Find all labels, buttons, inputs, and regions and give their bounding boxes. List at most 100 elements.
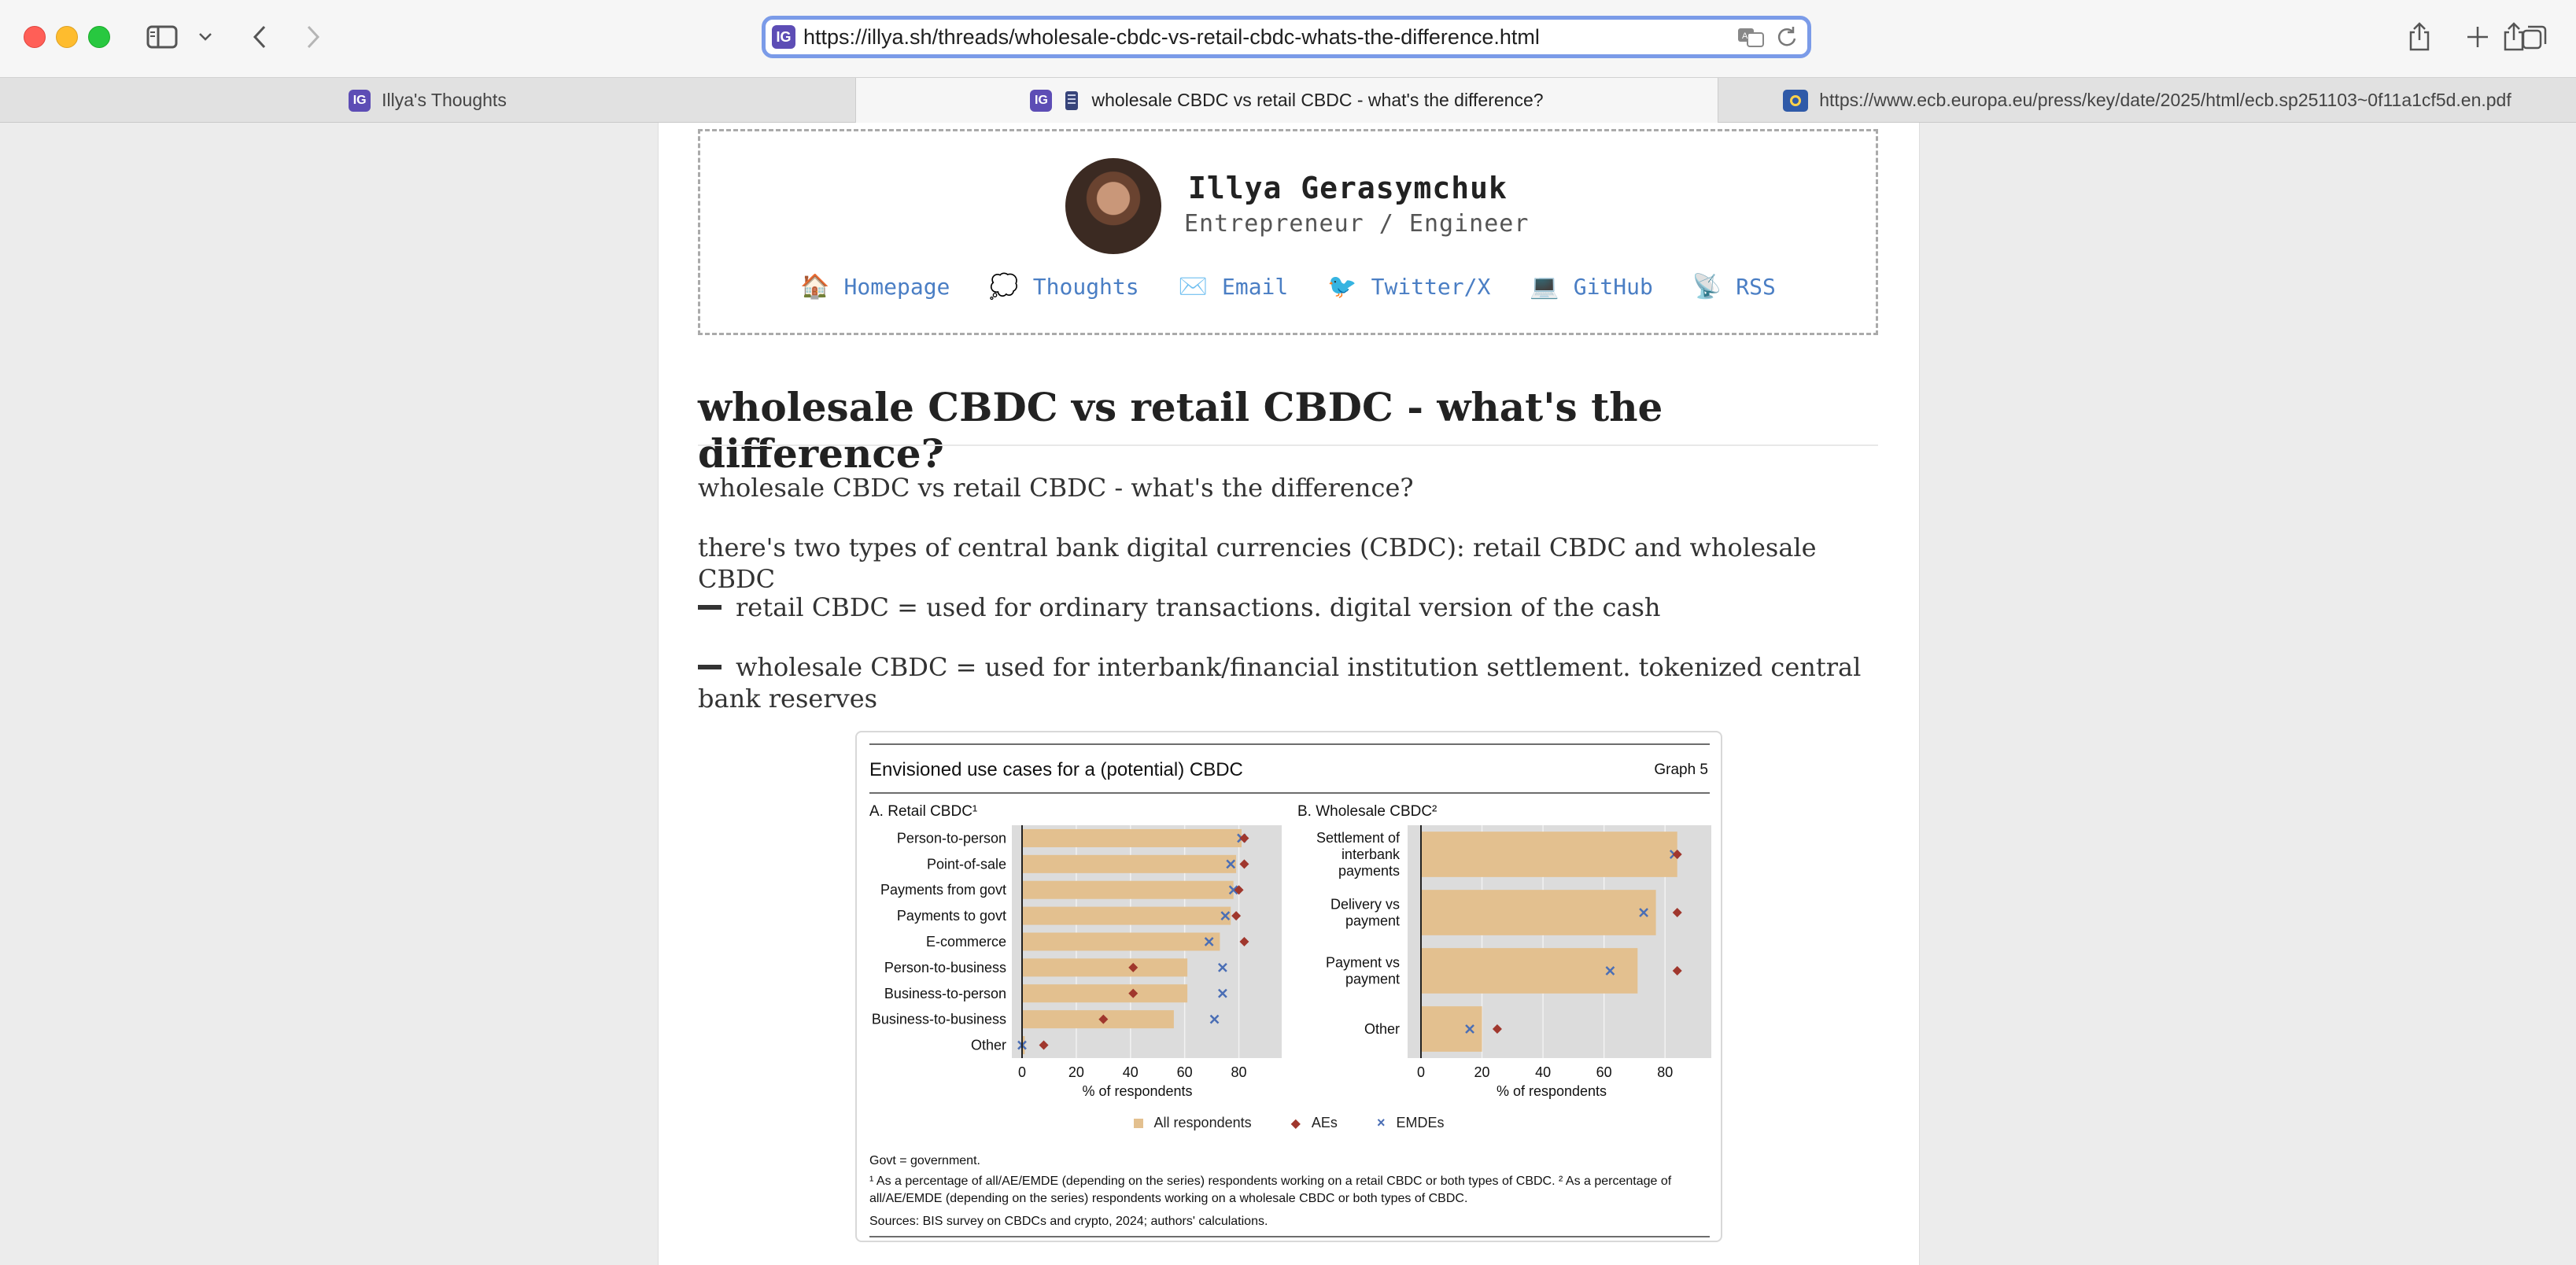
ae-marker [1128,962,1139,972]
bar-swatch-icon [1133,1118,1143,1128]
emde-marker [1220,911,1231,920]
ae-marker [1492,1024,1502,1034]
forward-button[interactable] [297,17,329,57]
bird-icon: 🐦 [1327,273,1357,301]
nav-rss-link[interactable]: 📡 RSS [1692,273,1776,301]
ae-marker [1672,850,1682,859]
tick-label: 20 [1474,1064,1490,1080]
tab-illyas-thoughts[interactable]: IG Illya's Thoughts [0,78,856,123]
site-header: Illya Gerasymchuk Entrepreneur / Enginee… [698,129,1878,335]
category-label: payment [1345,913,1400,929]
plus-icon [2467,27,2488,47]
tab-group-menu-button[interactable] [194,17,217,57]
title-divider [698,444,1878,446]
legend-label: EMDEs [1396,1115,1445,1130]
house-icon: 🏠 [800,273,830,301]
address-bar[interactable]: IG https://illya.sh/threads/wholesale-cb… [762,16,1811,58]
reload-icon[interactable] [1776,25,1798,49]
chevron-right-icon [307,25,320,49]
tab-overview-button[interactable] [2516,17,2552,57]
category-label: payment [1345,972,1400,987]
cbdc-use-cases-figure[interactable]: Envisioned use cases for a (potential) C… [855,731,1722,1242]
back-button[interactable] [244,17,275,57]
nav-github-link[interactable]: 💻 GitHub [1530,273,1653,301]
author-role: Entrepreneur / Engineer [1184,210,1530,238]
legend-ae: ◆ AEs [1291,1115,1338,1131]
article-paragraph: wholesale CBDC vs retail CBDC - what's t… [698,473,1414,503]
share-button-main[interactable] [2401,17,2438,57]
article-bullet: wholesale CBDC = used for interbank/fina… [698,651,1878,714]
tick-label: 0 [1417,1064,1425,1080]
chart-bar [1421,1006,1482,1052]
legend-label: All respondents [1153,1115,1252,1130]
tab-ecb-pdf[interactable]: https://www.ecb.europa.eu/press/key/date… [1718,78,2576,123]
nav-label: RSS [1736,274,1776,300]
translate-icon[interactable]: A [1736,25,1765,49]
chart-bar [1022,958,1188,977]
tick-label: 40 [1123,1064,1139,1080]
ae-marker [1239,833,1249,843]
emde-marker [1218,963,1227,972]
close-window-button[interactable] [24,26,46,48]
emde-marker [1204,937,1214,946]
ae-marker [1098,1014,1109,1024]
tick-label: 20 [1068,1064,1084,1080]
category-label: Settlement of [1316,830,1401,846]
tick-label: 60 [1177,1064,1193,1080]
article-bullet: retail CBDC = used for ordinary transact… [698,592,1878,623]
nav-homepage-link[interactable]: 🏠 Homepage [800,273,950,301]
figure-sources: Sources: BIS survey on CBDCs and crypto,… [869,1215,1268,1228]
legend-emde: × EMDEs [1377,1115,1445,1131]
axis-label: % of respondents [1497,1083,1607,1099]
tab-label: Illya's Thoughts [382,90,507,110]
tick-label: 60 [1596,1064,1612,1080]
article-paragraph: there's two types of central bank digita… [698,533,1817,594]
minimize-window-button[interactable] [56,26,78,48]
tick-label: 0 [1018,1064,1026,1080]
category-label: Delivery vs [1330,897,1400,913]
tab-wholesale-cbdc[interactable]: IG wholesale CBDC vs retail CBDC - what'… [856,78,1718,123]
sidebar-toggle-button[interactable] [145,17,179,57]
tab-bar: IG Illya's Thoughts IG wholesale CBDC vs… [0,77,2576,123]
chart-bar [1421,948,1638,994]
tick-label: 80 [1231,1064,1247,1080]
emde-marker [1465,1024,1474,1034]
category-label: Other [1364,1021,1400,1037]
chart-bar [1022,880,1234,899]
nav-twitter-link[interactable]: 🐦 Twitter/X [1327,273,1490,301]
figure-graph-label: Graph 5 [1654,762,1708,778]
scroll-icon [1065,90,1079,110]
share-button[interactable] [2496,17,2532,57]
chart-bar [1022,1010,1174,1029]
ae-marker [1239,937,1249,946]
emde-marker [1209,1014,1220,1024]
tab-overview-icon [2522,25,2547,50]
category-label: Point-of-sale [927,856,1006,872]
new-tab-button[interactable] [2460,17,2496,57]
dash-icon [698,604,722,610]
category-label: E-commerce [926,934,1006,950]
category-label: Payments to govt [897,908,1006,924]
nav-thoughts-link[interactable]: 💭 Thoughts [989,273,1139,301]
nav-label: Email [1221,274,1289,300]
ae-marker [1239,859,1249,869]
page-column: Illya Gerasymchuk Entrepreneur / Enginee… [658,123,1920,1265]
axis-label: % of respondents [1082,1083,1192,1099]
zoom-window-button[interactable] [88,26,110,48]
nav-label: Twitter/X [1371,274,1491,300]
chart-bar [1022,984,1188,1003]
emde-marker [1639,908,1648,917]
tab-label: wholesale CBDC vs retail CBDC - what's t… [1091,90,1544,110]
author-name: Illya Gerasymchuk [1188,171,1508,205]
url-text[interactable]: https://illya.sh/threads/wholesale-cbdc-… [803,24,1540,49]
chart-bar [1022,906,1231,925]
panel-b-title: B. Wholesale CBDC² [1297,803,1437,820]
figure-title-rule [869,792,1710,794]
emde-marker [1605,966,1615,975]
avatar [1065,158,1161,254]
chevron-left-icon [253,25,266,49]
site-favicon-icon: IG [349,89,371,112]
tick-label: 80 [1657,1064,1673,1080]
nav-email-link[interactable]: ✉️ Email [1179,273,1289,301]
chart-legend: All respondents ◆ AEs × EMDEs [857,1115,1721,1131]
